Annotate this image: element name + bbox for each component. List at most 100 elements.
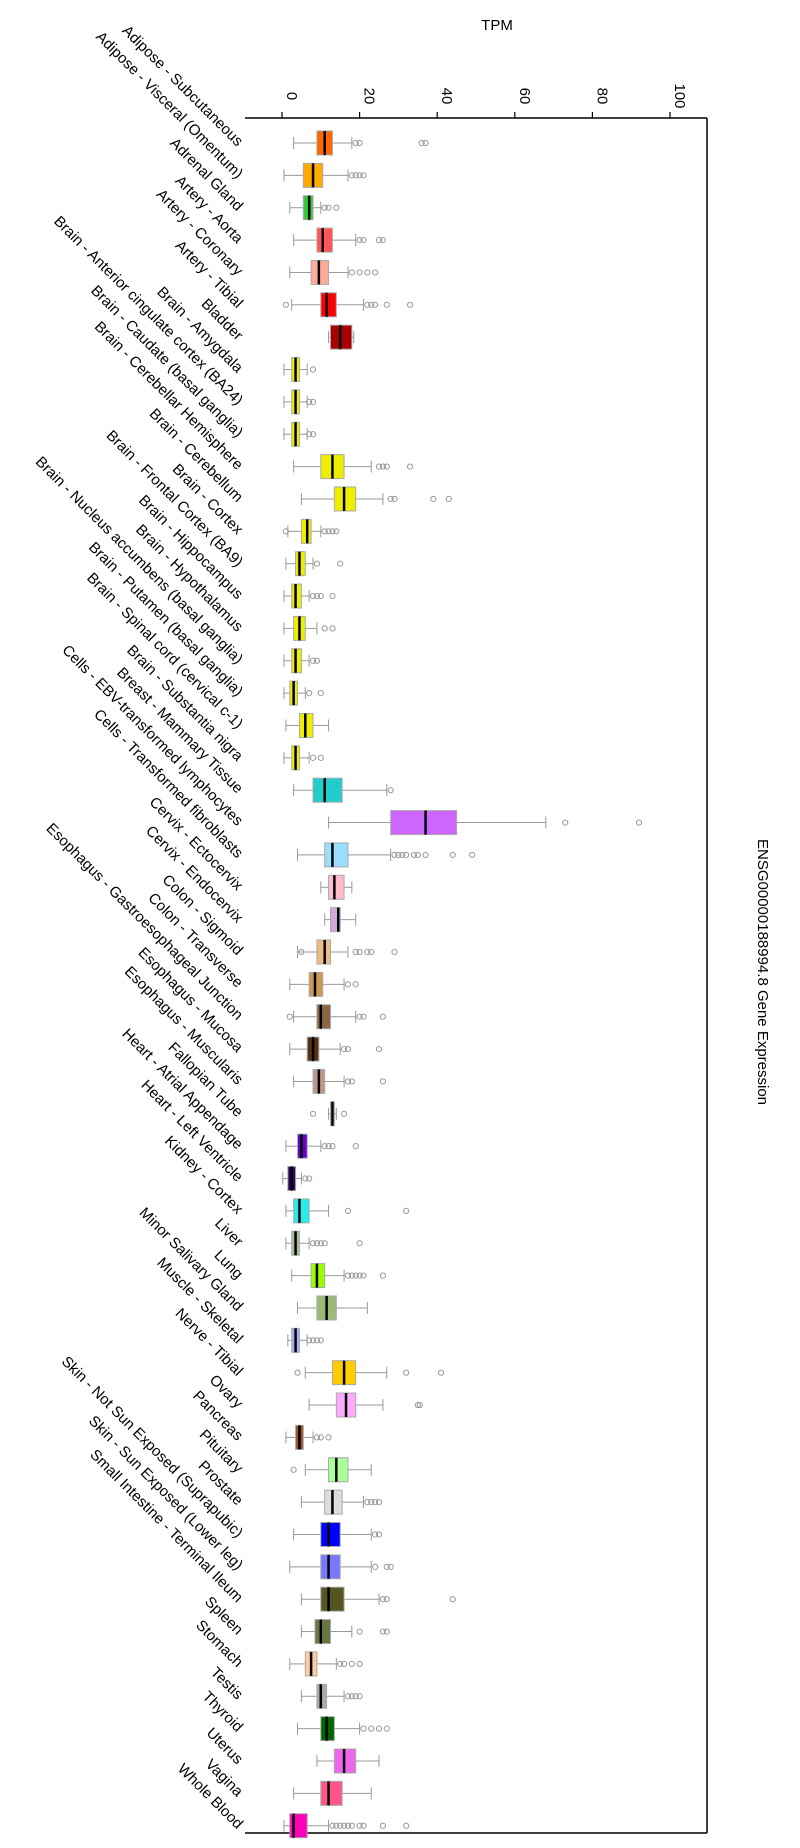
box-group — [293, 777, 394, 803]
box-group — [289, 259, 379, 285]
box — [320, 1586, 345, 1612]
outlier-point — [406, 301, 414, 308]
outlier-point — [437, 1369, 445, 1376]
outlier-point — [329, 1143, 336, 1150]
outlier-point — [313, 1434, 321, 1441]
outlier-point — [348, 1822, 355, 1829]
outlier-point — [348, 269, 355, 276]
outlier-point — [383, 1596, 390, 1603]
outlier-point — [337, 1822, 344, 1829]
box-group — [300, 1619, 390, 1645]
box-group — [283, 357, 317, 383]
outlier-point — [372, 269, 379, 276]
outlier-point — [333, 1822, 340, 1829]
outlier-point — [321, 1143, 328, 1150]
box-group — [285, 551, 344, 577]
outlier-point — [379, 1272, 386, 1279]
outlier-point — [414, 851, 421, 859]
box-group — [283, 1813, 410, 1839]
outlier-point — [333, 528, 340, 535]
outlier-point — [321, 625, 328, 632]
outlier-point — [379, 1078, 386, 1085]
outlier-point — [383, 1628, 390, 1635]
outlier-point — [414, 1401, 421, 1409]
box-group — [285, 1133, 359, 1159]
outlier-point — [387, 1563, 394, 1570]
outlier-point — [313, 1240, 321, 1247]
box-group — [293, 227, 386, 253]
outlier-point — [352, 948, 359, 956]
box — [390, 810, 458, 836]
outlier-point — [356, 1822, 363, 1829]
axis-title: TPM — [481, 17, 513, 34]
outlier-point — [364, 301, 371, 308]
box-group — [285, 1230, 363, 1256]
outlier-point — [294, 1369, 301, 1376]
category-label: Adipose - Visceral (Omentum) — [92, 28, 246, 182]
outlier-point — [430, 495, 437, 503]
outlier-point — [337, 560, 344, 567]
outlier-point — [375, 1045, 383, 1053]
ticks-layer: 0 20 40 60 80 100 — [245, 83, 708, 1834]
box-group — [283, 162, 367, 188]
outlier-point — [360, 1725, 367, 1732]
outlier-point — [368, 1725, 375, 1732]
outlier-point — [352, 1143, 359, 1150]
box-group — [289, 195, 340, 221]
outlier-point — [422, 851, 429, 859]
outlier-point — [356, 948, 363, 956]
outlier-point — [387, 495, 394, 503]
outlier-point — [356, 1693, 363, 1700]
x-tick-label: 20 — [361, 88, 378, 105]
outlier-point — [356, 1628, 363, 1635]
box-group — [294, 1360, 445, 1386]
outlier-point — [348, 1693, 355, 1700]
outlier-point — [364, 948, 371, 956]
box-group — [283, 583, 336, 609]
outlier-point — [325, 528, 332, 535]
outlier-point — [309, 1240, 317, 1247]
box — [316, 227, 333, 253]
box — [316, 1004, 332, 1030]
outlier-point — [325, 1143, 332, 1150]
outlier-point — [356, 172, 363, 179]
outlier-point — [360, 1013, 367, 1020]
outlier-point — [562, 819, 569, 826]
outlier-point — [356, 1240, 363, 1247]
outlier-point — [352, 172, 359, 179]
box — [330, 907, 341, 933]
outlier-point — [356, 269, 363, 276]
outlier-point — [329, 528, 336, 535]
outlier-point — [364, 269, 371, 276]
outlier-point — [360, 1822, 367, 1829]
box — [320, 1521, 341, 1547]
box — [312, 777, 343, 803]
outlier-point — [340, 1110, 348, 1117]
box-group — [289, 1554, 394, 1580]
outlier-point — [379, 463, 386, 470]
outlier-point — [403, 1369, 410, 1376]
outlier-point — [375, 463, 383, 470]
category-label: Liver — [211, 1215, 246, 1250]
outlier-point — [313, 657, 321, 664]
outlier-point — [337, 1660, 344, 1668]
box-group — [283, 421, 317, 447]
outlier-point — [329, 625, 336, 632]
outlier-point — [375, 1531, 383, 1538]
x-tick-label: 40 — [438, 88, 455, 105]
outlier-point — [344, 1045, 352, 1053]
box-group — [328, 324, 355, 350]
outlier-point — [325, 204, 332, 211]
outlier-point — [352, 139, 359, 147]
outlier-point — [356, 1013, 363, 1020]
outlier-point — [364, 1499, 371, 1506]
x-tick-label: 60 — [516, 88, 533, 105]
box-group — [300, 1586, 456, 1612]
outlier-point — [340, 1660, 348, 1668]
outlier-point — [290, 1466, 297, 1473]
box — [328, 874, 345, 900]
box-group — [289, 971, 359, 997]
box-group — [300, 486, 452, 512]
